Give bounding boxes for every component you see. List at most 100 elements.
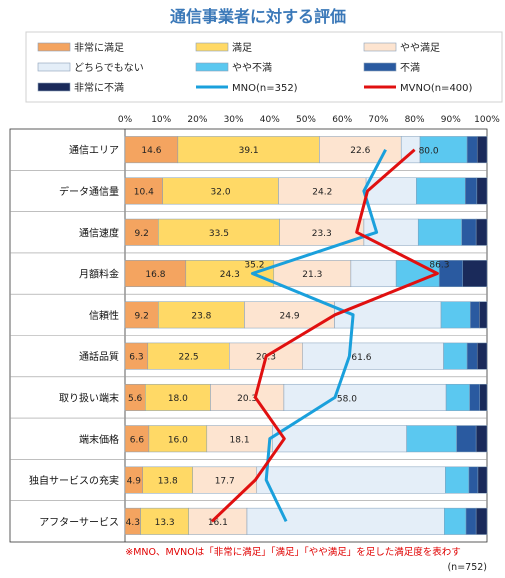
footnote: ※MNO、MVNOは「非常に満足」「満足」「やや満足」を足した満足度を表わす [125,546,461,558]
bar-segment [479,301,488,329]
legend-label: やや満足 [400,42,440,54]
category-label: 月額料金 [79,268,119,281]
data-label: 9.2 [134,229,148,239]
data-label: 6.6 [130,435,145,445]
line-value-label: 35.2 [244,261,264,271]
data-label: 24.3 [220,270,240,280]
data-label: 5.6 [128,394,143,404]
bar-segment [445,383,470,411]
category-label: 取り扱い端末 [59,391,119,404]
data-label: 9.2 [134,311,148,321]
data-label: 16.1 [208,518,228,528]
bar-segment [417,218,462,246]
bar-segment [158,301,245,329]
bar-segment [302,342,444,370]
bar-segment [177,136,320,164]
bar-segment [475,425,488,453]
data-label: 18.0 [168,394,188,404]
bar-segment [350,260,397,288]
legend-box [25,31,503,103]
bar-segment [468,466,479,494]
data-label: 16.0 [168,435,188,445]
x-tick-label: 20% [187,115,207,125]
bar-segment [470,301,480,329]
bar-segment [476,342,488,370]
line-value-label: 86.3 [429,261,449,271]
category-label: 通話品質 [79,350,119,363]
bar-segment [124,301,159,329]
legend-swatch [37,82,71,92]
legend-swatch [363,42,397,52]
line-value-label: 61.6 [351,353,371,363]
bar-segment [124,177,163,205]
legend-swatch [37,42,71,52]
data-label: 32.0 [211,187,231,197]
legend-label: やや不満 [232,62,272,74]
bar-segment [140,507,189,535]
legend-swatch [363,62,397,72]
data-label: 39.1 [239,146,259,156]
x-axis: 0% 10% 20% 30% 40% 50% 60% 70% 80% 90% 100% [118,115,500,125]
bar-segment [479,383,488,411]
category-label: 独自サービスの充実 [29,474,119,487]
bar-segment [185,260,275,288]
x-tick-label: 100% [474,115,500,125]
bar-segment [476,177,488,205]
bar-segment [406,425,457,453]
legend-label: MVNO(n=400) [400,83,473,94]
bar-segment [477,466,488,494]
bar-segment [469,383,481,411]
x-tick-label: 50% [296,115,316,125]
data-label: 22.6 [350,146,370,156]
bar-segment [462,260,488,288]
category-labels: 通信エリアデータ通信量通信速度月額料金信頼性通話品質取り扱い端末端末価格独自サー… [29,145,119,529]
data-label: 4.3 [126,518,140,528]
category-label: データ通信量 [59,185,119,198]
category-label: アフターサービス [39,516,119,528]
legend-label: MNO(n=352) [232,83,298,94]
legend-swatch [195,62,229,72]
bar-segment [416,177,466,205]
bar-segment [365,177,417,205]
bar-segment [162,177,279,205]
x-tick-label: 70% [368,115,388,125]
line-value-label: 80.0 [419,147,439,157]
legend-swatch [37,62,71,72]
x-tick-label: 10% [151,115,171,125]
x-tick-label: 0% [118,115,133,125]
bar-segment [475,218,488,246]
data-label: 21.3 [302,270,322,280]
bar-segment [124,260,187,288]
chart-title: 通信事業者に対する評価 [170,7,346,26]
bar-segment [124,136,179,164]
legend-label: 満足 [232,42,252,54]
sample-size-label: (n=752) [447,562,487,573]
bar-segment [246,507,445,535]
bar-segment [283,383,447,411]
bar-segment [475,507,488,535]
x-tick-label: 60% [332,115,352,125]
bar-segment [476,136,488,164]
data-label: 18.1 [230,435,250,445]
category-label: 通信速度 [79,226,119,239]
category-label: 信頼性 [89,309,119,322]
legend-label: 不満 [400,62,420,74]
bar-segment [465,177,478,205]
data-label: 16.8 [145,270,165,280]
data-label: 6.3 [129,353,143,363]
bar-segment [456,425,477,453]
data-label: 17.7 [215,477,235,487]
bar-segment [444,507,467,535]
x-tick-label: 30% [224,115,244,125]
bar-segment [443,342,468,370]
bar-segment [465,507,477,535]
legend-label: どちらでもない [74,62,144,74]
data-label: 24.2 [312,187,332,197]
data-label: 14.6 [141,146,161,156]
x-tick-label: 80% [405,115,425,125]
line-value-label: 58.0 [337,394,357,404]
bar-segment [158,218,280,246]
bar-segment [148,425,208,453]
bar-segment [273,260,352,288]
